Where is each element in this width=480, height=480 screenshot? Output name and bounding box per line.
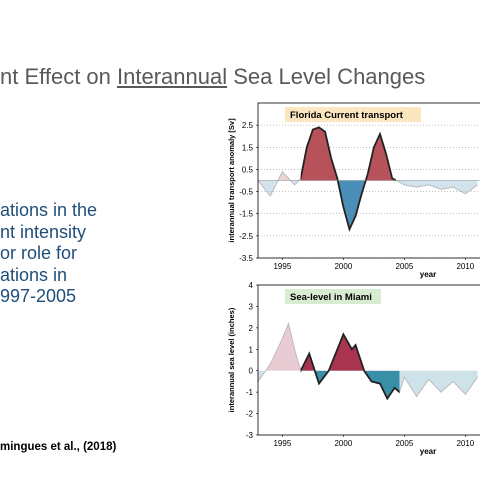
y-tick-label: 3: [249, 302, 254, 311]
line: [395, 179, 478, 195]
chart: 4 3 2 1 0 -1 -2 -3 1995 2000 2005 2010 Sea-level in …: [227, 281, 480, 456]
area-neg: [395, 180, 478, 194]
line: [399, 375, 478, 398]
line: [258, 321, 301, 382]
area-neg: [258, 180, 301, 196]
y-tick-label: -1: [246, 388, 254, 397]
title-text: Sea Level Changes: [227, 64, 426, 89]
y-tick-label: 0: [249, 367, 254, 376]
x-tick-label: 2000: [334, 262, 352, 271]
x-tick-label: 2010: [456, 262, 474, 271]
body-line: or role for: [0, 243, 78, 263]
x-axis-label: year: [420, 270, 436, 279]
line: [300, 126, 396, 232]
x-tick-label: 2005: [395, 262, 413, 271]
body-line: 997-2005: [0, 286, 77, 306]
chart: 2.5 1.5 0.5 -0.5 -1.5 -2.5 -3.5 1995 2000 2005 201…: [227, 102, 480, 279]
plot-frame: [257, 102, 480, 259]
y-axis-label: interannual sea level (inches): [227, 307, 236, 412]
slide-title: nt Effect on Interannual Sea Level Chang…: [0, 64, 425, 90]
body-line: ations in: [0, 264, 68, 285]
chart-title-box: [285, 107, 421, 122]
x-axis-label: year: [420, 447, 436, 456]
y-tick-label: 1: [249, 345, 254, 354]
area-pos: [300, 127, 396, 181]
x-tick-label: 2000: [334, 439, 352, 448]
y-tick-label: -1.5: [239, 210, 253, 219]
y-axis-label: interannual transport anomaly [Sv]: [227, 118, 236, 243]
area-pos: [258, 323, 301, 371]
area-neg: [300, 180, 396, 230]
x-tick-label: 1995: [273, 262, 291, 271]
body-line: ations in the: [0, 200, 98, 220]
citation: mingues et al., (2018): [0, 441, 117, 453]
y-tick-label: 4: [249, 281, 254, 290]
area-neg: [258, 370, 266, 382]
x-tick-label: 2010: [456, 439, 474, 448]
y-tick-label: 2: [249, 324, 254, 333]
chart-title-box: [285, 289, 381, 304]
y-tick-label: -2: [246, 410, 254, 419]
title-underlined: Interannual: [117, 64, 228, 89]
line: [300, 332, 400, 401]
y-tick-label: -3: [246, 431, 254, 440]
area-neg: [399, 370, 478, 397]
y-tick-label: -0.5: [239, 188, 253, 197]
area-neg: [314, 370, 400, 399]
x-tick-label: 2005: [395, 439, 413, 448]
chart-title: Sea-level in Miami: [290, 292, 372, 303]
y-tick-label: 2.5: [242, 121, 254, 130]
area-pos: [300, 334, 400, 371]
chart-title: Florida Current transport: [290, 110, 404, 121]
y-tick-label: 1.5: [242, 143, 254, 152]
plot-frame: [257, 284, 480, 436]
y-tick-label: 0.5: [242, 165, 254, 174]
title-text: nt Effect on: [0, 64, 118, 89]
body-text: ations in the nt intensity or role for atio…: [0, 200, 97, 308]
body-line: nt intensity: [0, 221, 87, 242]
y-tick-label: -3.5: [239, 254, 253, 263]
y-tick-label: -2.5: [239, 232, 253, 241]
x-tick-label: 1995: [273, 439, 291, 448]
